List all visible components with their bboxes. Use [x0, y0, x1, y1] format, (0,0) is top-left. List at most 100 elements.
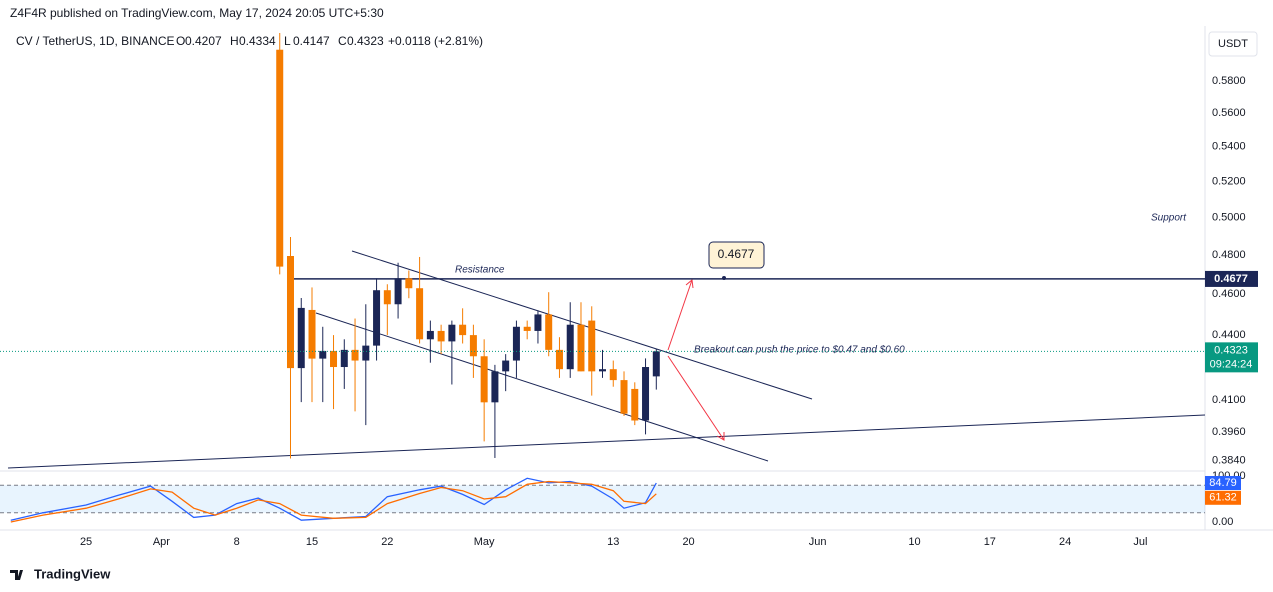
- candle-body: [642, 367, 650, 421]
- change: +0.0118: [388, 34, 431, 48]
- target-badge-text: 0.4677: [1214, 273, 1248, 285]
- candle-body: [534, 314, 542, 331]
- candle-body: [459, 324, 467, 336]
- candle-body: [276, 49, 284, 267]
- x-tick-label: 17: [984, 536, 996, 548]
- candle-body: [512, 326, 520, 361]
- candle-body: [566, 324, 574, 370]
- y-tick-label: 0.4400: [1212, 329, 1246, 341]
- stoch-line: [10, 480, 657, 523]
- stoch-badge: [1205, 475, 1241, 490]
- candle-body: [286, 256, 294, 369]
- candle-body: [555, 349, 563, 370]
- candle-body: [405, 278, 413, 289]
- support-line: [7, 414, 1205, 469]
- symbol: CV / TetherUS, 1D, BINANCE: [16, 34, 175, 48]
- brand: TradingView: [34, 566, 111, 581]
- currency-button[interactable]: [1208, 31, 1258, 57]
- stoch-badge-text: 61.32: [1209, 492, 1237, 504]
- candle-body: [308, 309, 316, 359]
- y-tick-label: 0.3960: [1212, 426, 1246, 438]
- price-badge: [1205, 342, 1258, 373]
- candle-body: [297, 307, 305, 369]
- y-tick-label: 0.5600: [1212, 107, 1246, 119]
- ohlc-value: 0.4334: [239, 34, 276, 48]
- candle-body: [383, 290, 391, 305]
- candle-body: [609, 369, 617, 381]
- y-tick-label: 0.5400: [1212, 141, 1246, 153]
- candle-body: [652, 351, 660, 377]
- stoch-badge: [1205, 490, 1241, 505]
- arrow: [667, 279, 693, 351]
- x-tick-label: 8: [234, 536, 240, 548]
- x-tick-label: 25: [80, 536, 92, 548]
- x-tick-label: May: [474, 536, 495, 548]
- y-tick-label: 0.5200: [1212, 175, 1246, 187]
- price-badge-text: 0.4323: [1214, 344, 1248, 356]
- candle-body: [545, 314, 553, 350]
- ohlc-letter: L: [284, 34, 291, 48]
- candle-body: [491, 371, 499, 403]
- ohlc-value: 0.4207: [185, 34, 222, 48]
- candle-body: [523, 326, 531, 331]
- candle-body: [502, 360, 510, 372]
- callout-anchor: [722, 276, 726, 280]
- x-tick-label: 24: [1059, 536, 1071, 548]
- arrow-head: [685, 279, 694, 289]
- candle-body: [448, 324, 456, 342]
- candle-body: [373, 290, 381, 346]
- candle-body: [620, 380, 628, 414]
- candle-body: [577, 324, 585, 372]
- x-tick-label: Apr: [153, 536, 170, 548]
- y-tick-label: 0.3840: [1212, 454, 1246, 466]
- stoch-badge-text: 84.79: [1209, 477, 1237, 489]
- candle-body: [437, 330, 445, 342]
- arrow: [667, 355, 725, 441]
- ohlc-letter: H: [230, 34, 239, 48]
- target-badge: [1205, 270, 1258, 287]
- publisher-line: Z4F4R published on TradingView.com, May …: [10, 6, 384, 20]
- y-tick-label: 0.5800: [1212, 75, 1246, 87]
- y-tick-label: 0.5000: [1212, 211, 1246, 223]
- candle-body: [599, 369, 606, 372]
- ohlc-value: 0.4147: [293, 34, 330, 48]
- candle-body: [416, 288, 424, 340]
- callout-box: [708, 241, 765, 269]
- ohlc-letter: O: [176, 34, 185, 48]
- ohlc-legend: O 0.4207 H 0.4334 L 0.4147 C 0.4323 +0.0118 (+2.8…: [176, 34, 483, 48]
- x-tick-label: Jul: [1133, 536, 1147, 548]
- candle-body: [330, 350, 338, 368]
- x-tick-label: 15: [306, 536, 318, 548]
- annotation: Support: [1151, 213, 1187, 224]
- x-tick-label: 13: [607, 536, 619, 548]
- stoch-band: [0, 485, 1205, 513]
- plot-area: [0, 33, 1205, 523]
- callout-text: 0.4677: [718, 247, 755, 261]
- candle-body: [362, 345, 370, 361]
- change-pct: (+2.81%): [434, 34, 483, 48]
- candle-body: [340, 349, 348, 368]
- arrow-head: [716, 432, 725, 441]
- x-tick-label: 10: [908, 536, 920, 548]
- annotation: Breakout can push the price to $0.47 and…: [694, 345, 905, 356]
- ohlc-value: 0.4323: [347, 34, 384, 48]
- y-tick-label: 0.4100: [1212, 394, 1246, 406]
- trendline: [315, 312, 769, 462]
- countdown: 09:24:24: [1210, 358, 1253, 370]
- candle-body: [480, 356, 488, 403]
- x-tick-label: 22: [381, 536, 393, 548]
- candle-body: [351, 349, 359, 361]
- y-tick-label: 0.4600: [1212, 288, 1246, 300]
- x-tick-label: Jun: [809, 536, 827, 548]
- x-tick-label: 20: [682, 536, 694, 548]
- candle-body: [469, 335, 477, 357]
- y-tick-label: 0.00: [1212, 516, 1233, 528]
- ohlc-letter: C: [338, 34, 347, 48]
- currency[interactable]: USDT: [1218, 38, 1248, 50]
- logo: [10, 570, 23, 580]
- annotation: Resistance: [455, 265, 505, 276]
- candle-body: [394, 278, 402, 305]
- candle-body: [319, 350, 327, 359]
- candle-body: [588, 320, 596, 372]
